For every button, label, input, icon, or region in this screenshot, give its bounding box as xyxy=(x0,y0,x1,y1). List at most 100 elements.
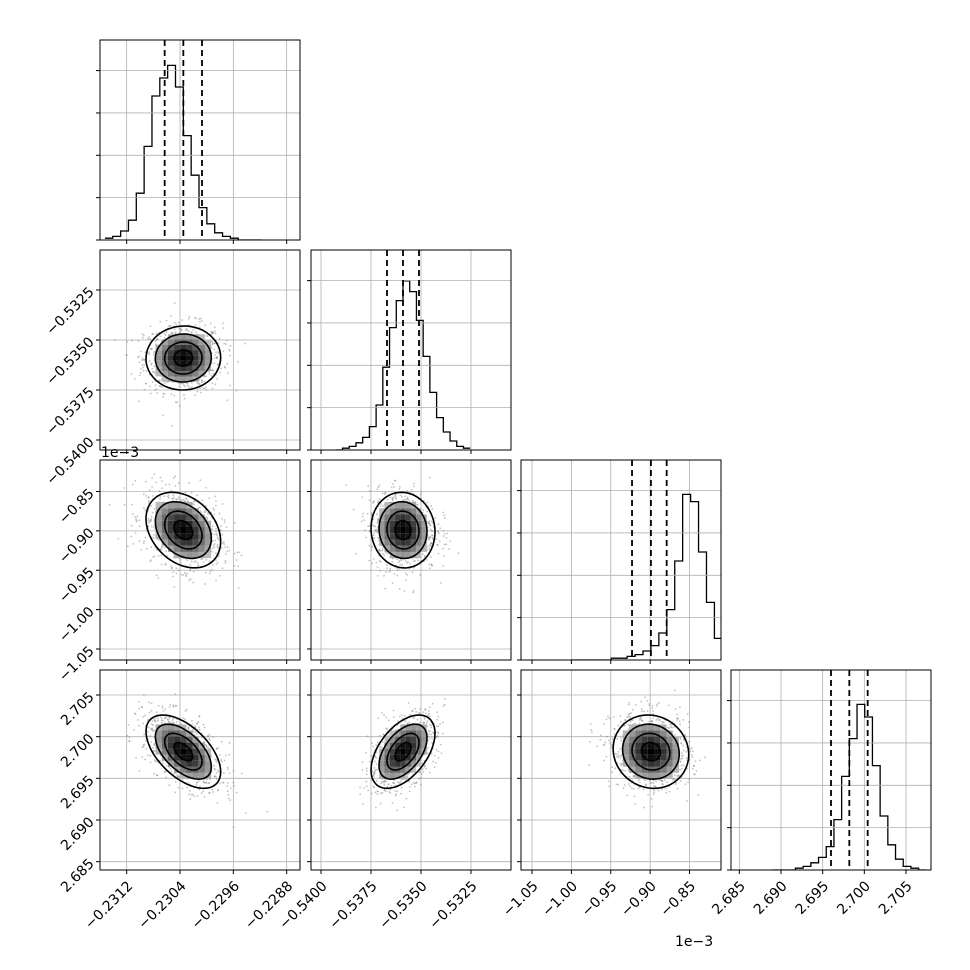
density-cell xyxy=(421,539,427,546)
scatter-point xyxy=(179,328,182,330)
scatter-point xyxy=(368,530,371,533)
scatter-point xyxy=(218,512,221,515)
density-cell xyxy=(161,730,168,737)
scatter-point xyxy=(211,564,214,566)
scatter-point xyxy=(177,321,180,324)
scatter-point xyxy=(203,511,206,513)
scatter-point xyxy=(436,731,439,734)
scatter-point xyxy=(134,532,137,534)
scatter-point xyxy=(215,351,217,354)
scatter-point xyxy=(437,532,440,535)
scatter-point xyxy=(198,715,201,718)
scatter-point xyxy=(143,388,146,391)
density-cell xyxy=(421,545,427,552)
scatter-point xyxy=(205,778,208,781)
scatter-point xyxy=(388,570,391,573)
scatter-point xyxy=(380,782,383,785)
scatter-point xyxy=(164,717,166,720)
scatter-point xyxy=(379,505,382,508)
scatter-point xyxy=(423,555,426,557)
scatter-point xyxy=(143,733,145,736)
scatter-point xyxy=(220,546,223,549)
scatter-point xyxy=(174,705,177,707)
scatter-point xyxy=(362,512,364,515)
density-cell xyxy=(400,730,406,737)
scatter-point xyxy=(374,529,377,531)
scatter-point xyxy=(132,542,135,545)
scatter-point xyxy=(226,399,229,402)
density-cell xyxy=(410,551,417,559)
scatter-point xyxy=(428,730,431,733)
scatter-point xyxy=(222,350,225,353)
scatter-point xyxy=(233,552,236,555)
scatter-point xyxy=(160,546,163,548)
scatter-point xyxy=(423,717,426,720)
scatter-point xyxy=(365,780,368,783)
panel-3-1 xyxy=(307,669,512,874)
scatter-point xyxy=(436,725,438,728)
scatter-point xyxy=(225,526,228,529)
scatter-point xyxy=(152,724,155,727)
contour-line xyxy=(386,510,420,550)
scatter-point xyxy=(352,508,355,511)
scatter-point xyxy=(163,495,166,498)
scatter-point xyxy=(429,528,432,531)
scatter-point xyxy=(215,500,217,502)
scatter-point xyxy=(386,567,388,570)
scatter-point xyxy=(406,489,409,492)
scatter-point xyxy=(194,394,197,397)
density-cell xyxy=(180,766,187,773)
scatter-point xyxy=(188,330,191,333)
scatter-point xyxy=(172,332,174,334)
scatter-point xyxy=(196,732,198,735)
scatter-point xyxy=(160,554,163,557)
scatter-point xyxy=(227,797,230,800)
density-cell xyxy=(389,736,396,743)
axes-frame xyxy=(99,249,301,451)
density-cell xyxy=(400,754,406,761)
scatter-point xyxy=(417,712,420,714)
scatter-point xyxy=(199,387,202,390)
scatter-point xyxy=(160,563,163,566)
scatter-point xyxy=(233,564,236,567)
scatter-point xyxy=(205,745,208,748)
scatter-point xyxy=(174,475,177,478)
scatter-point xyxy=(205,781,208,784)
scatter-point xyxy=(193,500,196,503)
scatter-point xyxy=(423,764,426,767)
scatter-point xyxy=(404,579,407,582)
scatter-point xyxy=(380,746,383,749)
scatter-point xyxy=(373,767,376,769)
density-cell xyxy=(174,539,181,546)
scatter-point xyxy=(215,775,217,778)
scatter-point xyxy=(442,705,445,707)
density-cell xyxy=(155,730,162,737)
scatter-point xyxy=(211,369,214,372)
contour-line xyxy=(163,732,203,771)
scatter-point xyxy=(145,382,147,385)
scatter-point xyxy=(371,771,374,774)
scatter-point xyxy=(161,705,164,707)
scatter-point xyxy=(211,528,213,531)
scatter-point xyxy=(401,496,403,498)
scatter-point xyxy=(216,356,219,358)
scatter-point xyxy=(154,760,157,763)
scatter-point xyxy=(203,387,206,390)
density-cell xyxy=(180,539,187,546)
scatter-point xyxy=(214,383,217,386)
scatter-point xyxy=(382,733,385,736)
scatter-point xyxy=(440,581,442,584)
density-cell xyxy=(180,360,187,366)
scatter-point xyxy=(169,325,171,328)
scatter-point xyxy=(203,782,206,785)
scatter-point xyxy=(212,507,215,510)
scatter-point xyxy=(387,783,390,786)
density-cell xyxy=(192,533,199,540)
scatter-point xyxy=(151,381,154,383)
density-cell xyxy=(174,742,181,749)
scatter-point xyxy=(377,519,379,522)
scatter-point xyxy=(216,357,219,360)
scatter-point xyxy=(141,363,144,366)
scatter-point xyxy=(431,534,434,537)
scatter-point xyxy=(173,476,175,479)
